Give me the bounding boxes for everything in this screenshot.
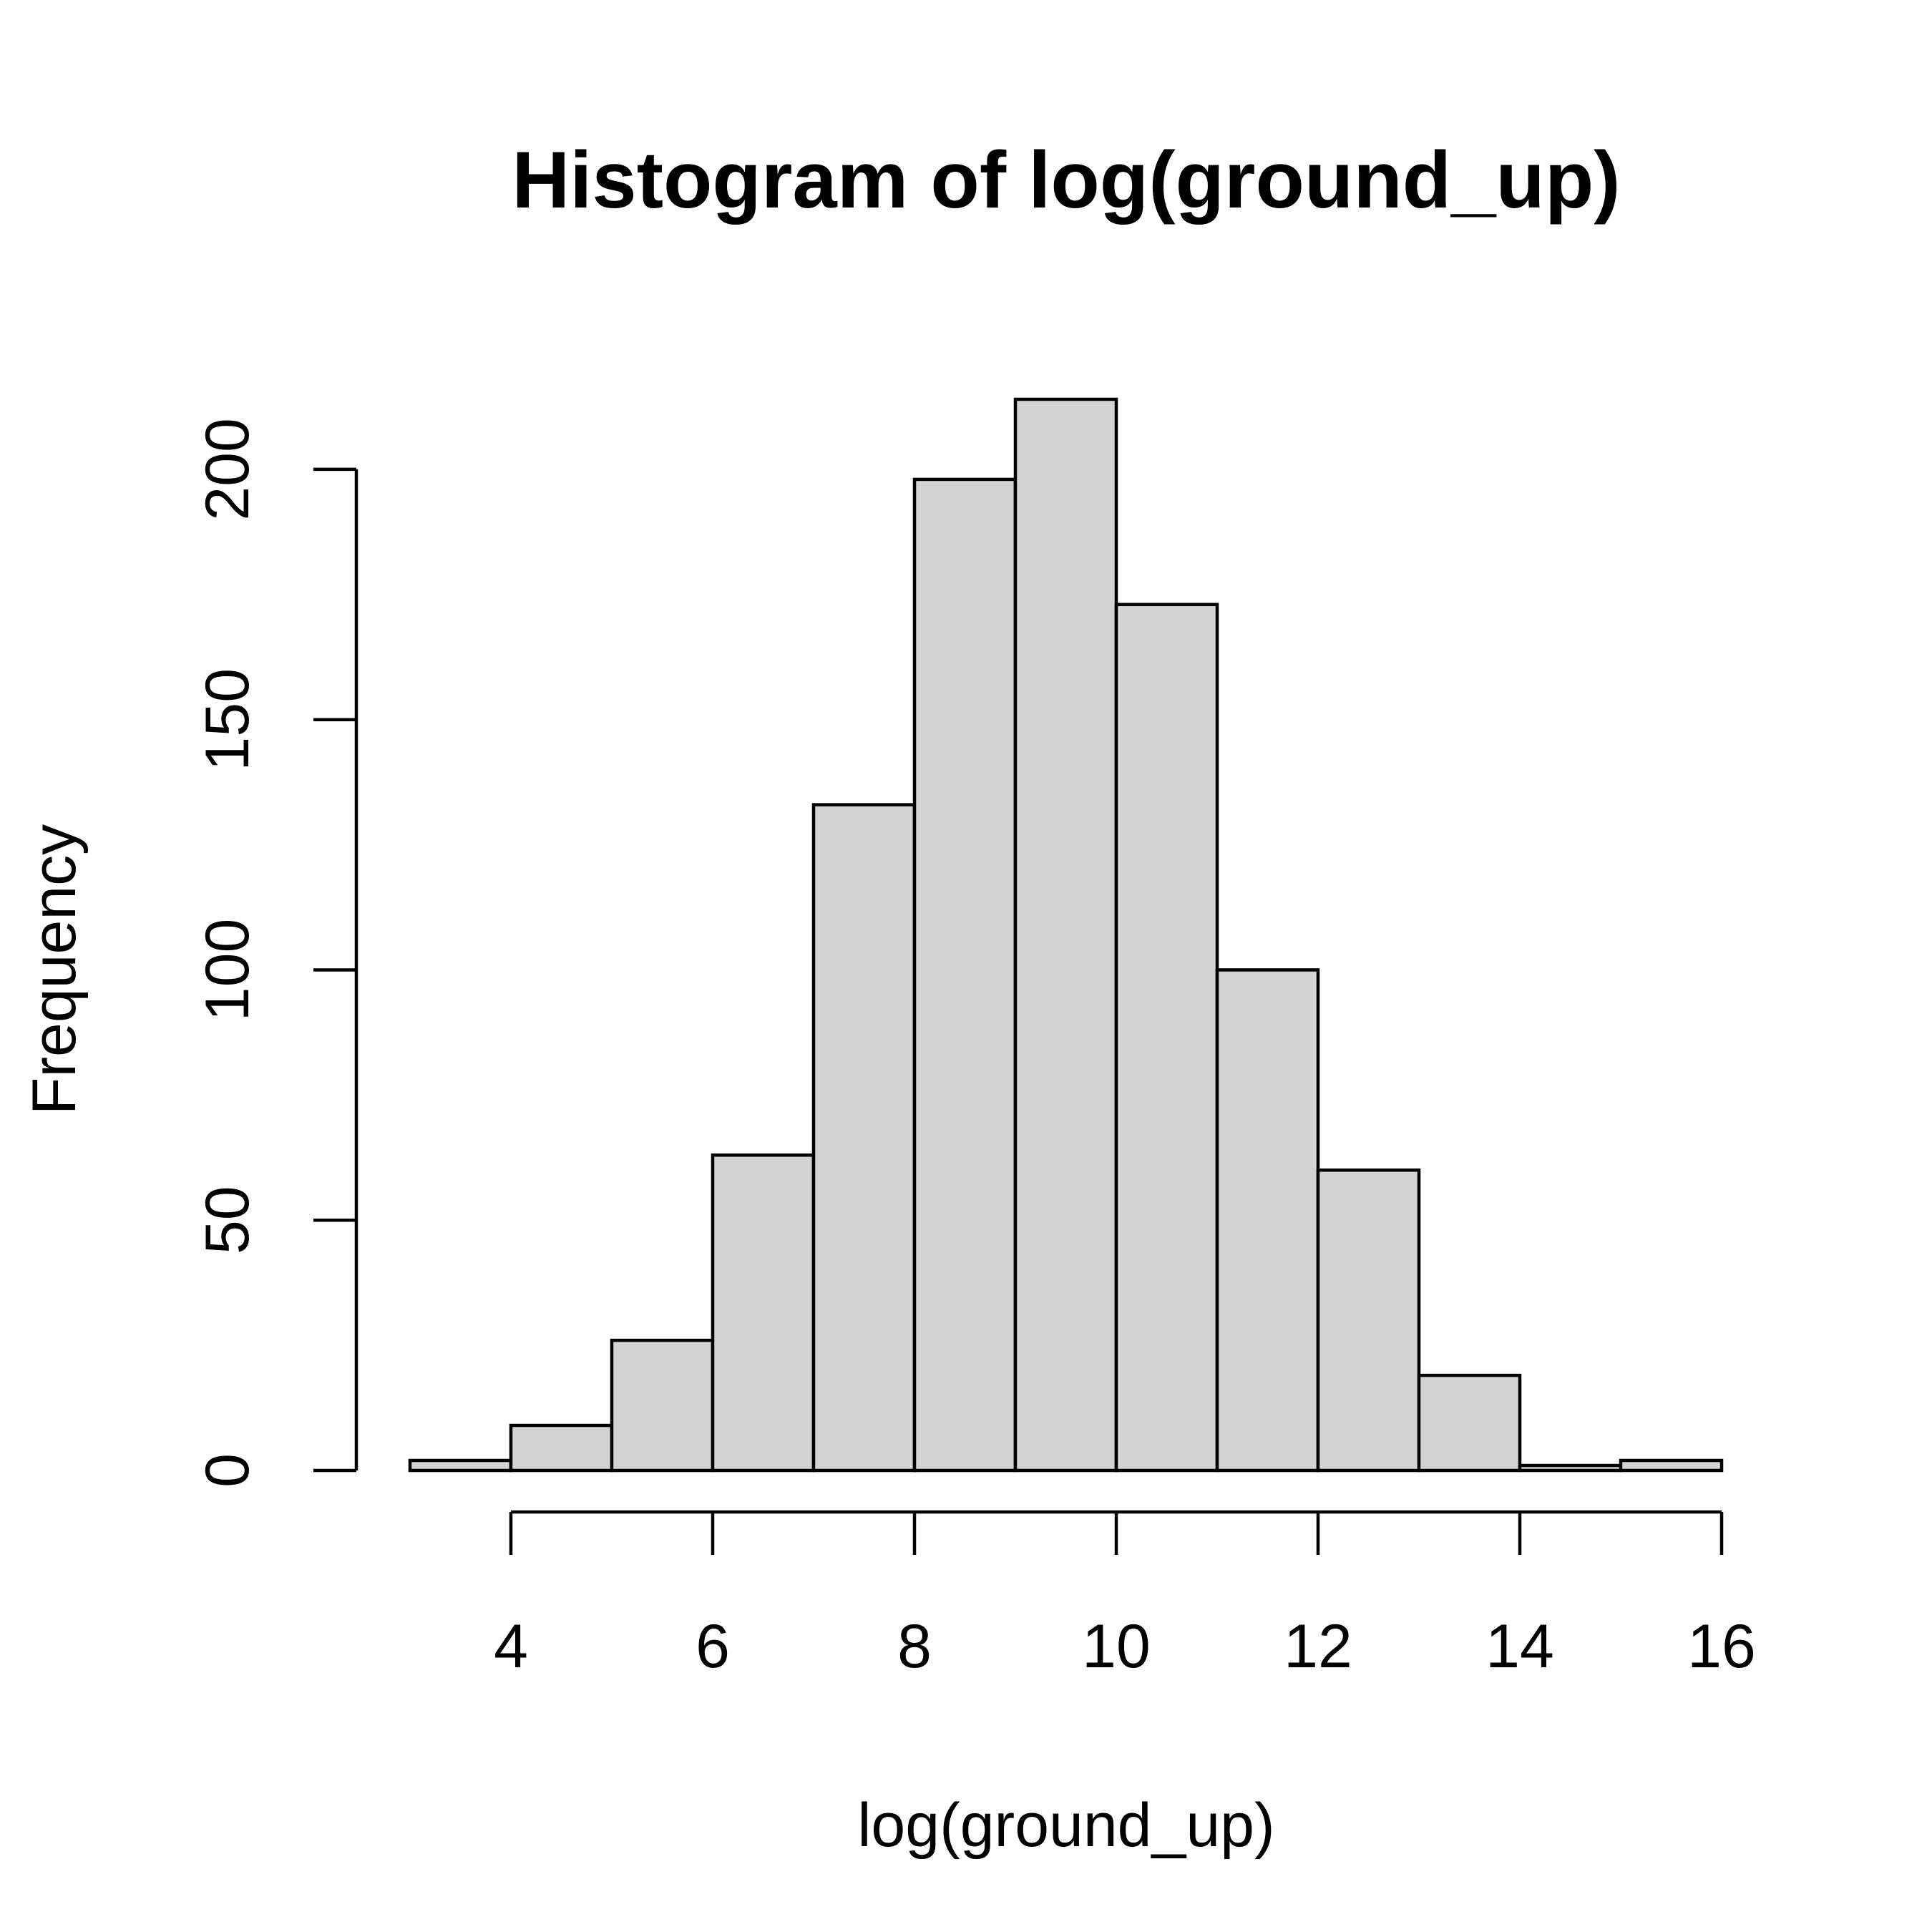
histogram-bar [1316,1169,1421,1473]
y-tick-label: 50 [193,1186,262,1254]
y-tick-label: 150 [193,668,262,771]
histogram-bar [408,1458,513,1473]
x-tick-label: 8 [897,1612,932,1681]
x-tick-label: 12 [1284,1612,1352,1681]
y-axis: 0 50 100 150 200 [193,418,358,1488]
histogram-bar [1114,602,1219,1473]
x-tick-label: 10 [1082,1612,1151,1681]
histogram-bar [610,1338,715,1473]
histogram-bar [912,477,1018,1473]
histogram-bar [1013,397,1118,1473]
y-tick-label: 0 [193,1453,262,1488]
histogram-bar [711,1153,816,1473]
chart-title: Histogram of log(ground_up) [512,135,1620,225]
x-tick-label: 16 [1687,1612,1756,1681]
histogram-bar [811,803,917,1473]
x-tick-label: 4 [494,1612,528,1681]
histogram-bar [1518,1463,1623,1473]
y-tick-label: 100 [193,919,262,1022]
x-axis: 4 6 8 10 12 14 16 [494,1510,1756,1681]
histogram-bar [1215,968,1320,1473]
y-axis-label: Frequency [20,824,89,1115]
histogram-bar [509,1423,614,1473]
histogram-bar [1619,1458,1724,1473]
x-tick-label: 6 [696,1612,730,1681]
x-tick-label: 14 [1485,1612,1554,1681]
y-tick-label: 200 [193,418,262,521]
x-axis-label: log(ground_up) [857,1791,1274,1860]
histogram-bars [408,397,1724,1473]
histogram-bar [1417,1373,1522,1473]
